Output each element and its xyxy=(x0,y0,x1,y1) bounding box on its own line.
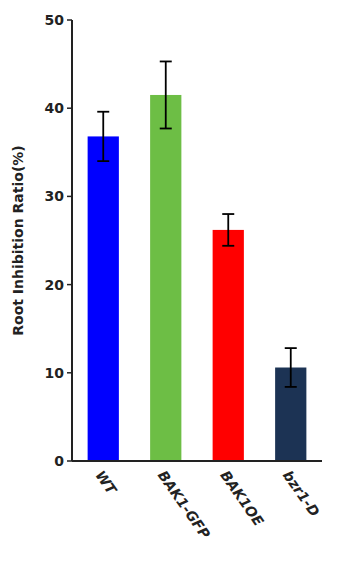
error-bar xyxy=(160,61,172,128)
error-stem xyxy=(227,214,229,246)
y-tick xyxy=(67,460,72,462)
y-tick xyxy=(67,196,72,198)
error-cap xyxy=(97,111,109,113)
error-bar xyxy=(285,348,297,387)
error-stem xyxy=(290,348,292,387)
x-tick-label: WT xyxy=(92,468,120,499)
y-tick-label: 0 xyxy=(54,453,64,469)
y-tick-label: 20 xyxy=(45,277,65,293)
error-cap xyxy=(222,213,234,215)
x-tick-label: bzr1-D xyxy=(280,468,323,520)
y-tick-label: 50 xyxy=(45,12,65,28)
chart-svg: 0 10 20 30 40 50 WT BAK1-GFPBAK1OE bzr1-D Root In… xyxy=(0,0,350,561)
error-cap xyxy=(285,347,297,349)
bar xyxy=(213,230,244,461)
y-tick xyxy=(67,372,72,374)
y-tick-label: 30 xyxy=(45,188,65,204)
error-stem xyxy=(102,112,104,161)
y-tick xyxy=(67,284,72,286)
y-axis-line xyxy=(71,20,73,461)
error-cap xyxy=(222,245,234,247)
y-axis-label: Root Inhibition Ratio(%) xyxy=(10,145,26,335)
x-axis-line xyxy=(72,460,322,462)
error-bar xyxy=(222,214,234,246)
error-cap xyxy=(160,61,172,63)
bar xyxy=(150,95,181,461)
y-tick xyxy=(67,107,72,109)
x-tick-label: BAK1-GFP xyxy=(155,468,214,543)
error-cap xyxy=(97,160,109,162)
error-stem xyxy=(165,61,167,128)
x-tick-label: BAK1OE xyxy=(217,468,267,530)
y-tick-label: 40 xyxy=(45,100,65,116)
bars xyxy=(88,61,307,461)
error-cap xyxy=(160,128,172,130)
error-cap xyxy=(285,386,297,388)
chart-container: 0 10 20 30 40 50 WT BAK1-GFPBAK1OE bzr1-D Root In… xyxy=(0,0,350,561)
bar xyxy=(88,136,119,461)
error-bar xyxy=(97,112,109,161)
y-tick xyxy=(67,19,72,21)
y-tick-label: 10 xyxy=(45,365,65,381)
